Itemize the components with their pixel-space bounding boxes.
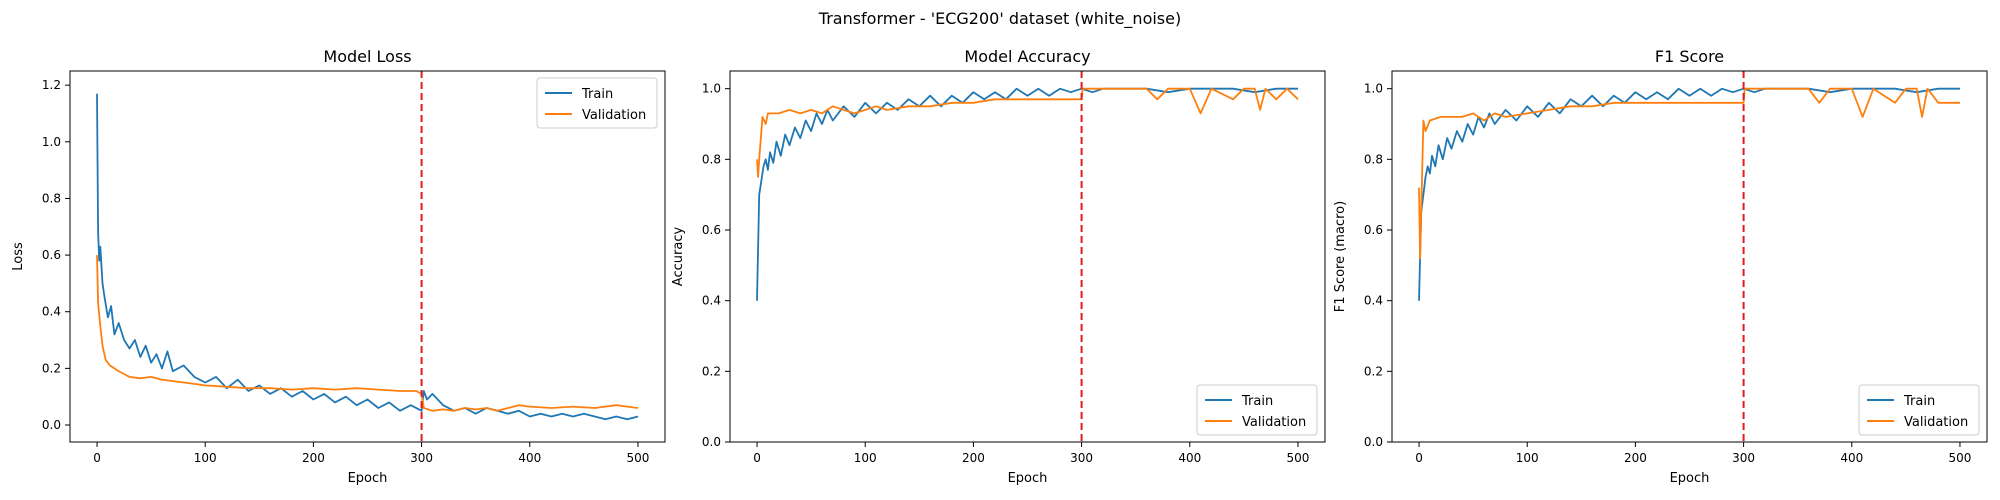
x-tick-label: 200 <box>962 451 985 465</box>
x-tick-label: 300 <box>1070 451 1093 465</box>
y-tick-label: 1.0 <box>1364 82 1383 96</box>
legend-label-train: Train <box>1241 394 1273 409</box>
legend: Train Validation <box>1858 384 1980 436</box>
y-tick-label: 0.4 <box>702 294 721 308</box>
x-tick-label: 0 <box>753 451 761 465</box>
y-tick-label: 0.0 <box>42 418 61 432</box>
x-tick-label: 200 <box>302 451 325 465</box>
y-tick-label: 0.2 <box>1364 364 1383 378</box>
legend-label-validation: Validation <box>1242 415 1306 430</box>
x-tick-label: 0 <box>1415 451 1423 465</box>
legend-box <box>1196 384 1318 436</box>
series-line-validation <box>96 255 639 412</box>
y-tick-label: 1.0 <box>702 82 721 96</box>
figure-suptitle: Transformer - 'ECG200' dataset (white_no… <box>818 9 1181 29</box>
y-axis-label: Loss <box>11 242 26 271</box>
axes-frame <box>1391 70 1988 443</box>
x-tick-label: 400 <box>1178 451 1201 465</box>
plot-area <box>756 71 1299 442</box>
legend: Train Validation <box>1196 384 1318 436</box>
x-tick-label: 100 <box>854 451 877 465</box>
y-tick-label: 0.4 <box>42 305 61 319</box>
y-tick-label: 0.4 <box>1364 294 1383 308</box>
subplots: Model Loss Epoch Loss 0 100 200 300 400 500 0.0 0.… <box>11 47 1988 486</box>
legend-box <box>536 77 658 129</box>
chart-2: Model Accuracy Epoch Accuracy 0 100 200 300 400… <box>671 47 1326 486</box>
x-tick-label: 500 <box>627 451 650 465</box>
y-tick-label: 0.2 <box>42 361 61 375</box>
x-tick-label: 100 <box>194 451 217 465</box>
y-tick-label: 1.0 <box>42 135 61 149</box>
y-tick-label: 0.6 <box>702 223 721 237</box>
x-tick-label: 500 <box>1949 451 1972 465</box>
axes-frame <box>729 70 1326 443</box>
y-tick-label: 0.6 <box>42 248 61 262</box>
x-tick-label: 200 <box>1624 451 1647 465</box>
y-tick-label: 0.0 <box>702 435 721 449</box>
y-tick-label: 0.2 <box>702 364 721 378</box>
x-tick-label: 400 <box>1840 451 1863 465</box>
plot-area <box>1418 71 1960 442</box>
y-axis-label: F1 Score (macro) <box>1333 201 1348 312</box>
x-axis-label: Epoch <box>1008 471 1048 486</box>
x-axis-label: Epoch <box>1670 471 1710 486</box>
x-tick-label: 0 <box>93 451 101 465</box>
x-axis-label: Epoch <box>348 471 388 486</box>
series-line-validation <box>756 87 1299 178</box>
y-tick-label: 1.2 <box>42 78 61 92</box>
series-line-train <box>1418 87 1960 301</box>
chart-3: F1 Score Epoch F1 Score (macro) 0 100 200 300 4… <box>1333 47 1988 486</box>
y-tick-label: 0.8 <box>42 191 61 205</box>
legend-box <box>1858 384 1980 436</box>
x-tick-label: 400 <box>518 451 541 465</box>
y-tick-label: 0.6 <box>1364 223 1383 237</box>
y-tick-label: 0.8 <box>1364 152 1383 166</box>
x-tick-label: 500 <box>1287 451 1310 465</box>
axes-frame <box>69 70 666 443</box>
plot-area <box>96 71 639 442</box>
series-line-train <box>96 93 639 421</box>
legend-label-validation: Validation <box>1904 415 1968 430</box>
x-tick-label: 100 <box>1516 451 1539 465</box>
legend: Train Validation <box>536 77 658 129</box>
legend-label-train: Train <box>581 87 613 102</box>
y-tick-label: 0.0 <box>1364 435 1383 449</box>
chart-title: Model Accuracy <box>964 47 1090 66</box>
y-axis-label: Accuracy <box>671 227 686 287</box>
chart-title: F1 Score <box>1655 47 1724 66</box>
x-tick-label: 300 <box>1732 451 1755 465</box>
x-tick-label: 300 <box>410 451 433 465</box>
series-line-train <box>756 87 1298 301</box>
y-tick-label: 0.8 <box>702 152 721 166</box>
chart-1: Model Loss Epoch Loss 0 100 200 300 400 500 0.0 0.… <box>11 47 666 486</box>
series-line-validation <box>1418 87 1960 260</box>
chart-title: Model Loss <box>323 47 411 66</box>
legend-label-train: Train <box>1903 394 1935 409</box>
legend-label-validation: Validation <box>582 108 646 123</box>
